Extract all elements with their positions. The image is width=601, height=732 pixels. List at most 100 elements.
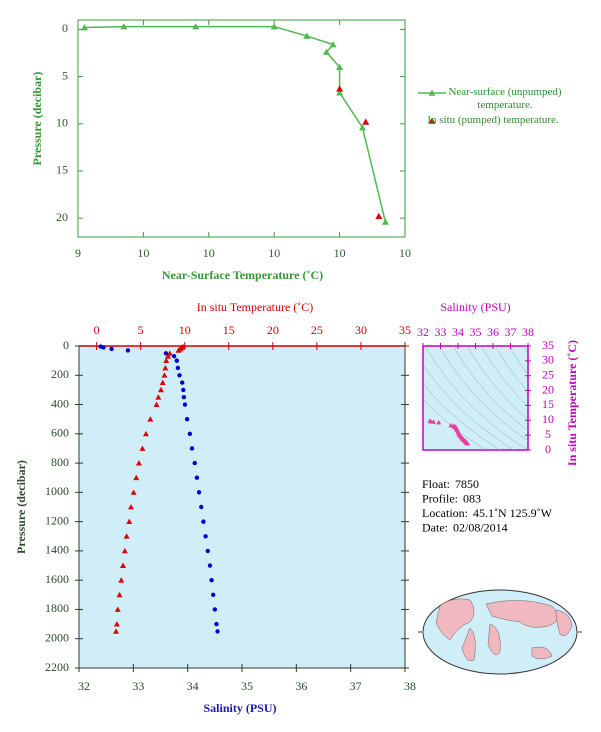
density-contour [522, 346, 528, 355]
x2-tick-label: 0 [94, 323, 100, 337]
info-label: Profile: [422, 491, 458, 505]
temperature-marker [130, 489, 137, 495]
x-tick-label: 38 [522, 325, 534, 339]
salinity-marker [187, 431, 193, 437]
salinity-marker [177, 373, 182, 378]
x2-tick-label: 5 [138, 323, 144, 337]
x-tick-label: 10 [268, 246, 280, 260]
marker [81, 24, 89, 31]
temperature-marker [153, 401, 160, 407]
world-map [418, 589, 582, 675]
salinity-marker [180, 380, 185, 385]
x-tick-label: 37 [350, 679, 362, 693]
y-tick-label: 10 [542, 412, 554, 426]
salinity-marker [184, 416, 190, 422]
y-tick-label: 400 [51, 396, 69, 410]
x-axis-label: Salinity (PSU) [203, 701, 276, 715]
density-contour [494, 346, 528, 393]
density-contour [480, 346, 528, 407]
marker [336, 63, 344, 70]
salinity-marker [196, 490, 202, 495]
legend-marker [428, 117, 436, 124]
y-tick-label: 25 [542, 367, 554, 381]
density-contour [508, 346, 528, 376]
x2-tick-label: 10 [179, 323, 191, 337]
x2-tick-label: 15 [223, 323, 235, 337]
marker [303, 32, 311, 39]
temperature-marker [123, 533, 130, 539]
temperature-marker [159, 379, 166, 385]
salinity-marker [171, 354, 177, 359]
salinity-marker [189, 446, 195, 451]
x-tick-label: 35 [470, 325, 482, 339]
y-tick-label: 5 [62, 68, 68, 82]
info-value: 7850 [455, 477, 479, 491]
ts-marker [436, 419, 442, 425]
series-line [84, 25, 387, 223]
y-tick-label: 35 [542, 338, 554, 352]
temperature-marker [147, 416, 154, 422]
salinity-marker [125, 348, 131, 353]
temperature-marker [127, 504, 134, 510]
info-value: 45.1˚N 125.9˚W [473, 506, 553, 520]
salinity-marker [109, 346, 114, 352]
salinity-marker [201, 519, 206, 524]
salinity-marker [205, 548, 210, 554]
y-tick-label: 20 [56, 210, 68, 224]
x2-tick-label: 35 [399, 323, 411, 337]
temperature-marker [155, 394, 162, 400]
density-contour [452, 346, 528, 432]
temperature-marker [175, 347, 182, 353]
y-axis-label: Pressure (decibar) [14, 460, 28, 554]
temperature-marker [142, 430, 149, 437]
plot-background [78, 345, 406, 669]
legend-label: In situ (pumped) temperature. [427, 114, 559, 126]
temperature-marker [113, 628, 120, 634]
salinity-marker [194, 475, 200, 480]
x-tick-label: 10 [137, 246, 149, 260]
x-tick-label: 33 [132, 679, 144, 693]
y-tick-label: 800 [51, 455, 69, 469]
x-tick-label: 36 [295, 679, 307, 693]
y-tick-label: 1400 [45, 543, 69, 557]
y-tick-label: 1800 [45, 601, 69, 615]
x-tick-label: 10 [334, 246, 346, 260]
salinity-marker [214, 621, 219, 627]
x-tick-label: 38 [404, 679, 416, 693]
marker [336, 89, 344, 96]
temperature-marker [126, 518, 133, 525]
y-tick-label: 1000 [45, 484, 69, 498]
temperature-marker [163, 357, 170, 364]
x-tick-label: 34 [452, 325, 464, 339]
temperature-marker [114, 606, 121, 612]
x-tick-label: 9 [75, 246, 81, 260]
y-tick-label: 5 [545, 427, 551, 441]
salinity-marker [181, 395, 187, 400]
y-tick-label: 15 [56, 163, 68, 177]
x-tick-label: 10 [203, 246, 215, 260]
info-value: 02/08/2014 [453, 520, 508, 534]
ts-marker [431, 419, 436, 424]
y-tick-label: 20 [542, 382, 554, 396]
y-tick-label: 10 [56, 116, 68, 130]
density-contour [424, 346, 528, 450]
salinity-marker [199, 504, 204, 510]
y-tick-label: 2000 [45, 630, 69, 644]
marker [192, 23, 200, 30]
temperature-marker [161, 372, 168, 378]
legend-marker [428, 89, 436, 96]
x-axis-label: Near-Surface Temperature (˚C) [162, 268, 323, 282]
salinity-marker [163, 351, 169, 356]
marker [329, 41, 337, 48]
info-label: Date: [422, 520, 448, 534]
salinity-marker [211, 592, 216, 598]
ts-marker [465, 440, 471, 446]
plot-frame [77, 19, 406, 238]
y-tick-label: 2200 [45, 660, 69, 674]
salinity-marker [192, 460, 197, 466]
y-tick-label: 1600 [45, 572, 69, 586]
y-tick-label: 200 [51, 367, 69, 381]
marker [375, 212, 383, 220]
salinity-marker [174, 358, 179, 363]
salinity-marker [212, 607, 218, 612]
